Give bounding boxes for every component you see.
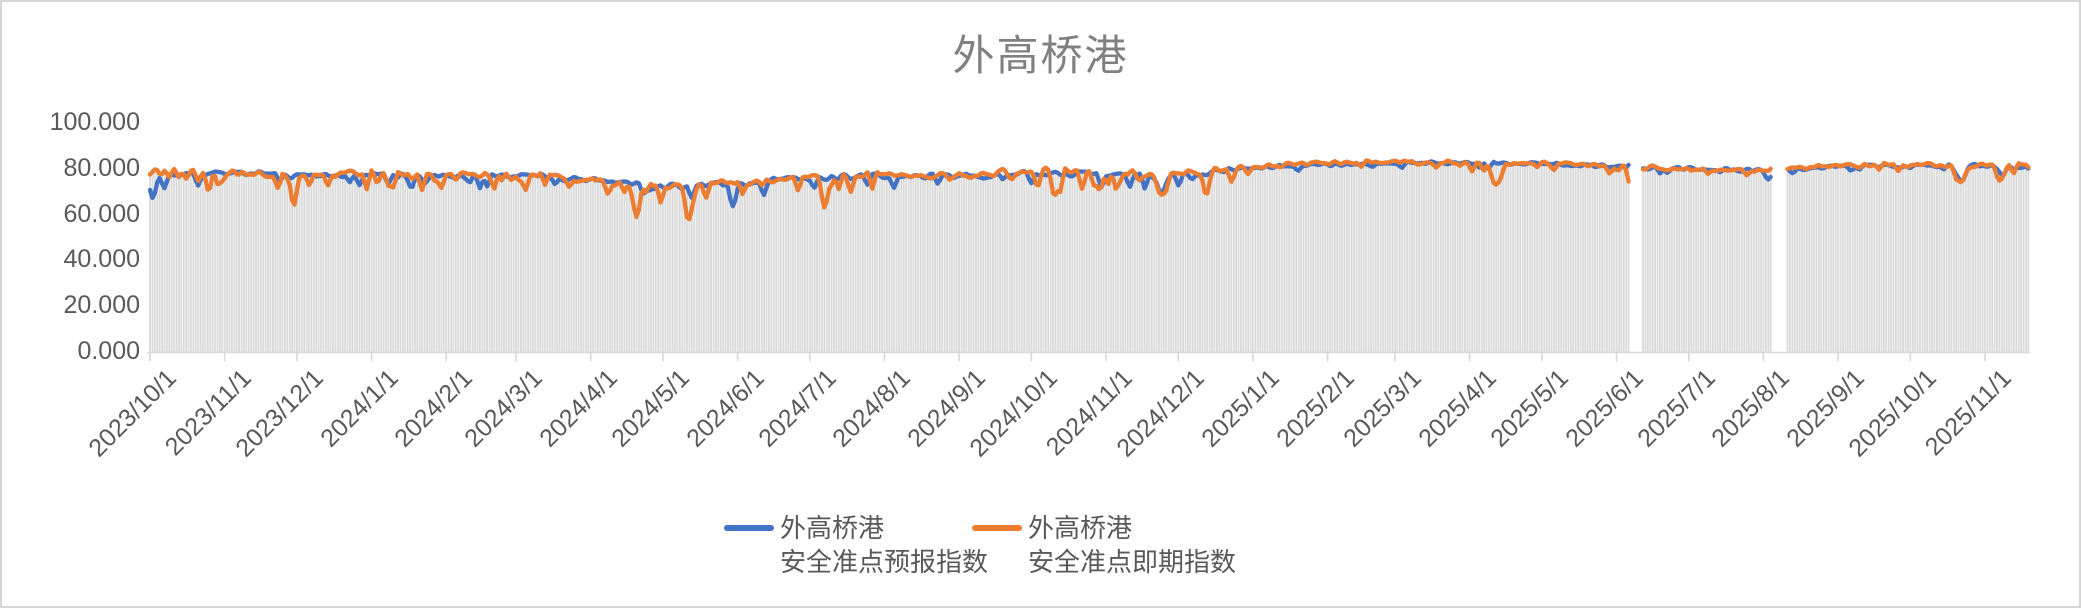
legend-item-forecast-index[interactable]: 外高桥港 安全准点预报指数 bbox=[724, 511, 988, 579]
spot-series-swatch-icon bbox=[972, 525, 1022, 531]
legend-item-spot-index[interactable]: 外高桥港 安全准点即期指数 bbox=[972, 511, 1236, 579]
y-axis-tick-label: 20.000 bbox=[63, 291, 140, 320]
series-lines bbox=[147, 158, 2031, 222]
daily-columns bbox=[149, 158, 2030, 352]
forecast-series-swatch-icon bbox=[724, 525, 774, 531]
legend-label: 外高桥港 安全准点预报指数 bbox=[780, 513, 989, 577]
y-axis-tick-label: 80.000 bbox=[63, 153, 140, 182]
y-axis-tick-label: 100.000 bbox=[49, 108, 140, 136]
legend-label: 外高桥港 安全准点即期指数 bbox=[1028, 513, 1237, 577]
y-axis-tick-label: 40.000 bbox=[63, 245, 140, 274]
spot-index-line bbox=[147, 158, 2031, 222]
x-axis bbox=[147, 351, 2031, 362]
y-axis-tick-label: 0.000 bbox=[77, 337, 140, 365]
y-axis-tick-label: 60.000 bbox=[63, 199, 140, 228]
